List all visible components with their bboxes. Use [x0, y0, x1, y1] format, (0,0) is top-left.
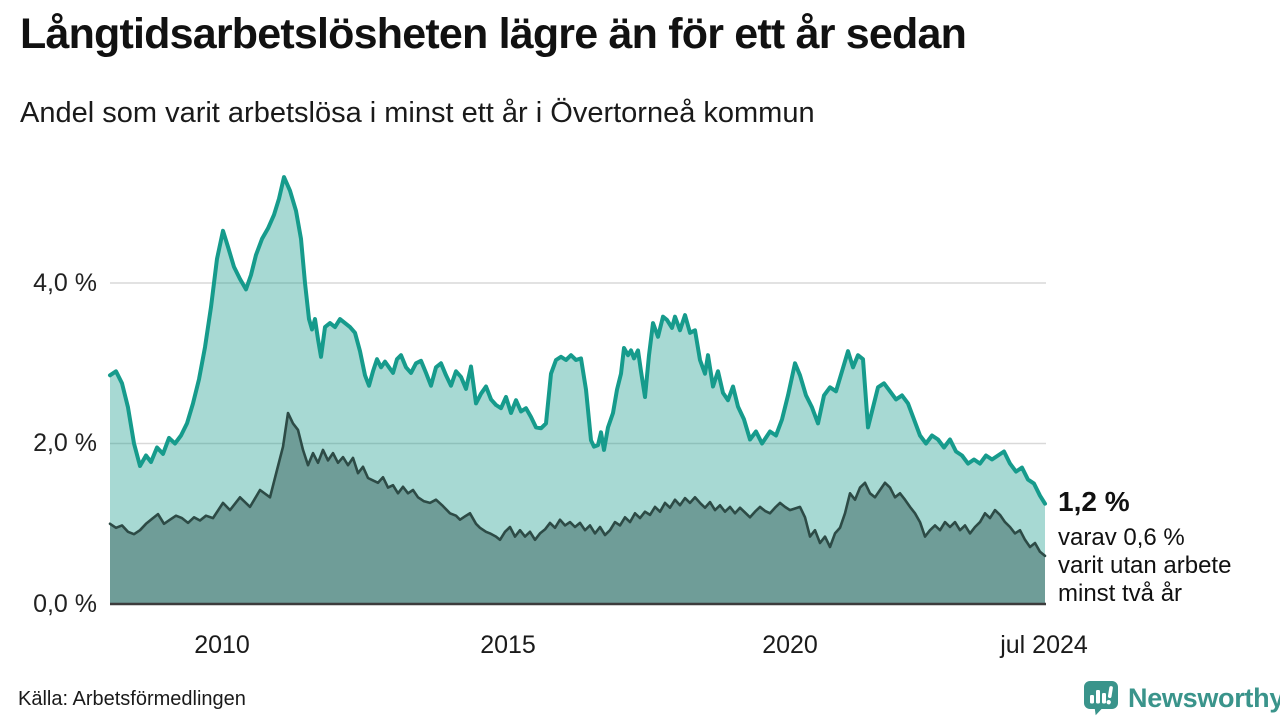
y-tick-label-4pct: 4,0 % — [33, 269, 97, 297]
annotation-line-2: varit utan arbete — [1058, 552, 1232, 579]
source-credit: Källa: Arbetsförmedlingen — [18, 688, 246, 710]
annotation-detail: varav 0,6 % varit utan arbete minst två … — [1058, 524, 1273, 608]
y-tick-label-0pct: 0,0 % — [33, 590, 97, 618]
chart-title: Långtidsarbetslösheten lägre än för ett … — [20, 10, 967, 58]
x-tick-label-jul-2024: jul 2024 — [1000, 631, 1088, 659]
line-unemployed-min-1yr — [108, 175, 1047, 506]
y-tick-label-2pct: 2,0 % — [33, 429, 97, 457]
chart-subtitle: Andel som varit arbetslösa i minst ett å… — [20, 97, 815, 129]
x-tick-label-2015: 2015 — [480, 631, 536, 659]
annotation-line-3: minst två år — [1058, 580, 1183, 607]
newsworthy-logo-icon — [1084, 681, 1118, 716]
annotation-value: 1,2 % — [1058, 486, 1130, 517]
x-tick-label-2010: 2010 — [194, 631, 250, 659]
line-unemployed-min-2yr — [108, 411, 1047, 558]
newsworthy-brand: Newsworthy — [1082, 680, 1280, 716]
newsworthy-wordmark: Newsworthy — [1128, 683, 1280, 713]
annotation-line-1: varav 0,6 % — [1058, 524, 1185, 551]
end-value-annotation: 1,2 % varav 0,6 % varit utan arbete mins… — [1058, 487, 1273, 608]
x-tick-label-2020: 2020 — [762, 631, 818, 659]
